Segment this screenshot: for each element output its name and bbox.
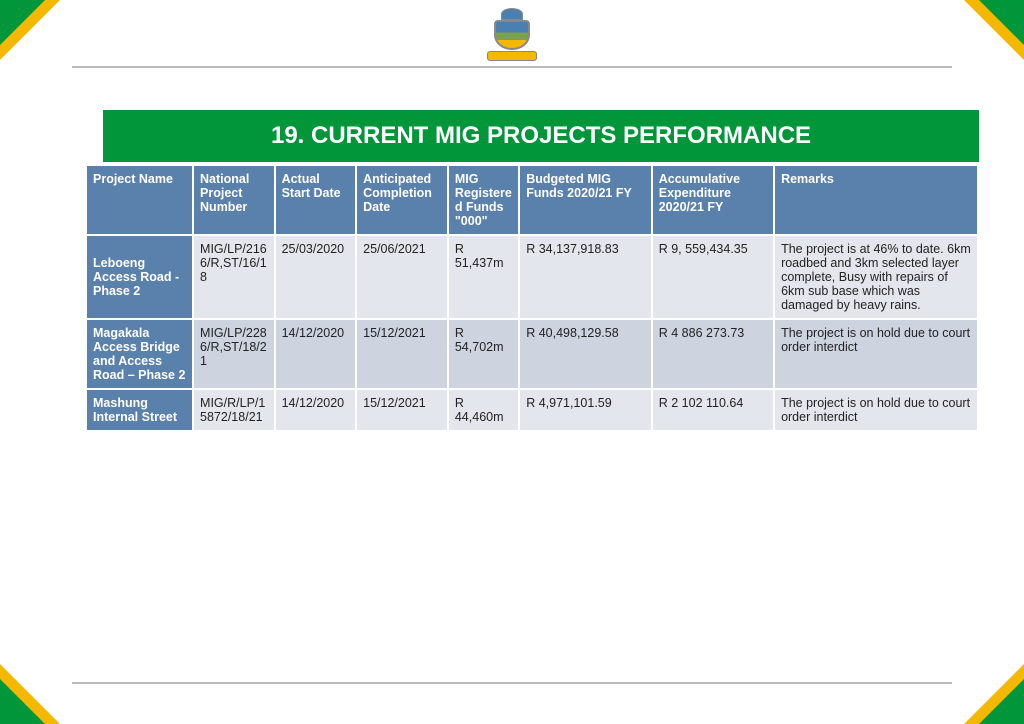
cell-national-number: MIG/LP/2166/R,ST/16/18	[193, 235, 275, 319]
col-registered-funds: MIG Registered Funds "000"	[448, 165, 519, 235]
projects-table: Project Name National Project Number Act…	[85, 164, 979, 432]
table-row: Mashung Internal Street MIG/R/LP/15872/1…	[86, 389, 978, 431]
cell-project-name: Mashung Internal Street	[86, 389, 193, 431]
cell-national-number: MIG/LP/2286/R,ST/18/21	[193, 319, 275, 389]
cell-anticipated-completion: 15/12/2021	[356, 389, 448, 431]
table-header-row: Project Name National Project Number Act…	[86, 165, 978, 235]
cell-project-name: Magakala Access Bridge and Access Road –…	[86, 319, 193, 389]
cell-actual-start: 14/12/2020	[275, 319, 357, 389]
cell-budgeted-funds: R 40,498,129.58	[519, 319, 652, 389]
cell-accum-expenditure: R 9, 559,434.35	[652, 235, 774, 319]
cell-anticipated-completion: 25/06/2021	[356, 235, 448, 319]
cell-remarks: The project is at 46% to date. 6km roadb…	[774, 235, 978, 319]
cell-budgeted-funds: R 34,137,918.83	[519, 235, 652, 319]
corner-decoration	[0, 0, 60, 60]
col-remarks: Remarks	[774, 165, 978, 235]
cell-registered-funds: R 44,460m	[448, 389, 519, 431]
col-project-name: Project Name	[86, 165, 193, 235]
cell-actual-start: 14/12/2020	[275, 389, 357, 431]
table-row: Magakala Access Bridge and Access Road –…	[86, 319, 978, 389]
col-anticipated-completion: Anticipated Completion Date	[356, 165, 448, 235]
cell-registered-funds: R 51,437m	[448, 235, 519, 319]
header-divider	[72, 66, 952, 68]
cell-remarks: The project is on hold due to court orde…	[774, 319, 978, 389]
cell-registered-funds: R 54,702m	[448, 319, 519, 389]
corner-decoration	[964, 664, 1024, 724]
municipal-crest-icon	[487, 8, 537, 63]
footer-divider	[72, 682, 952, 684]
cell-accum-expenditure: R 2 102 110.64	[652, 389, 774, 431]
col-national-number: National Project Number	[193, 165, 275, 235]
cell-national-number: MIG/R/LP/15872/18/21	[193, 389, 275, 431]
table-row: Leboeng Access Road - Phase 2 MIG/LP/216…	[86, 235, 978, 319]
slide-content: 19. CURRENT MIG PROJECTS PERFORMANCE Pro…	[85, 110, 979, 432]
slide-title: 19. CURRENT MIG PROJECTS PERFORMANCE	[103, 110, 979, 162]
cell-remarks: The project is on hold due to court orde…	[774, 389, 978, 431]
cell-project-name: Leboeng Access Road - Phase 2	[86, 235, 193, 319]
col-accum-expenditure: Accumulative Expenditure 2020/21 FY	[652, 165, 774, 235]
cell-accum-expenditure: R 4 886 273.73	[652, 319, 774, 389]
cell-budgeted-funds: R 4,971,101.59	[519, 389, 652, 431]
col-budgeted-funds: Budgeted MIG Funds 2020/21 FY	[519, 165, 652, 235]
corner-decoration	[964, 0, 1024, 60]
cell-anticipated-completion: 15/12/2021	[356, 319, 448, 389]
cell-actual-start: 25/03/2020	[275, 235, 357, 319]
col-actual-start: Actual Start Date	[275, 165, 357, 235]
corner-decoration	[0, 664, 60, 724]
